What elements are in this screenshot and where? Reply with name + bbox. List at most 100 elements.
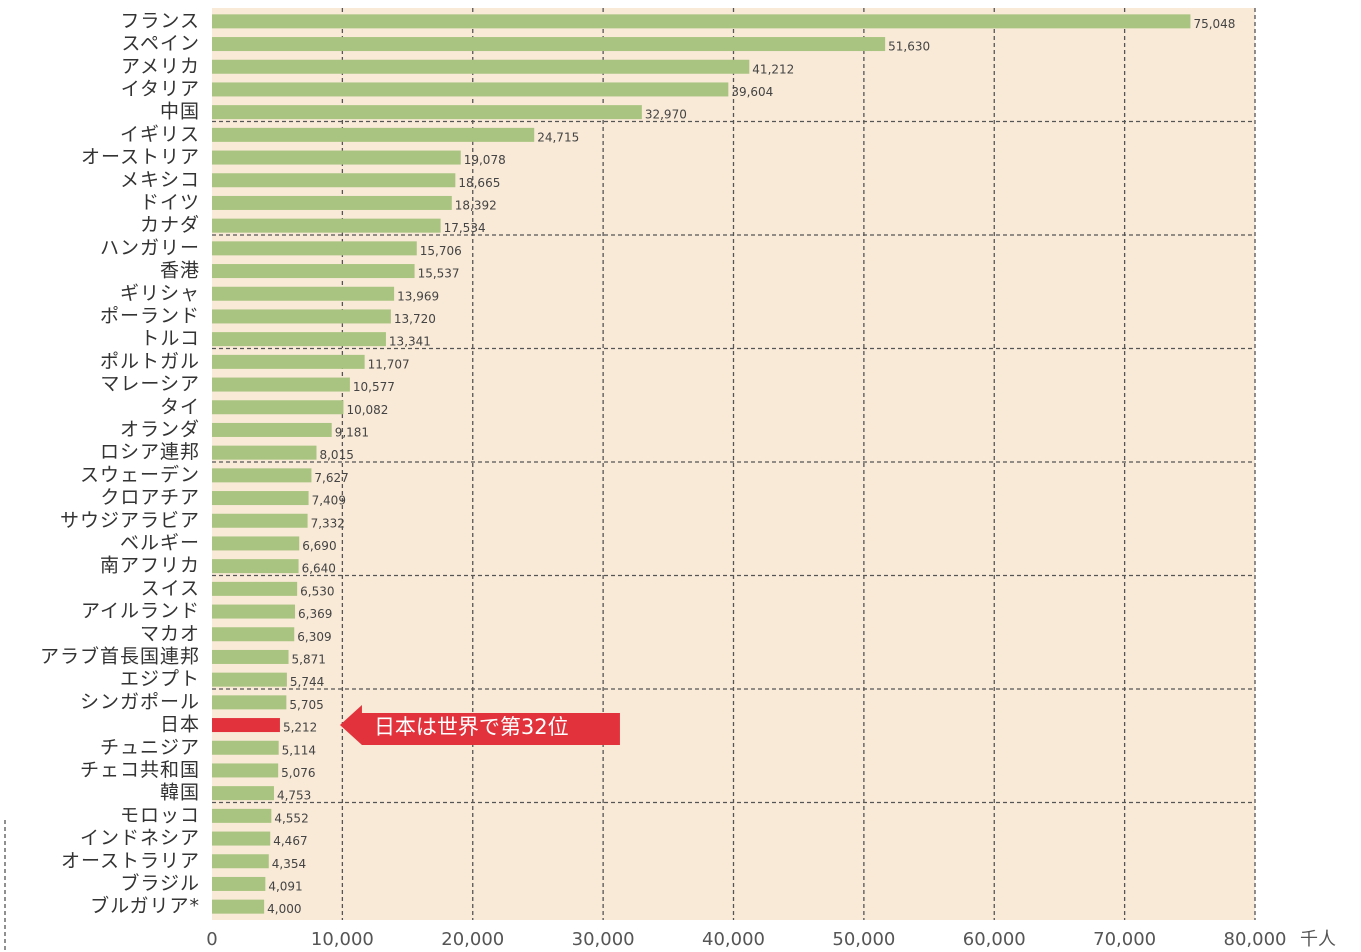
- value-label: 6,640: [302, 562, 336, 576]
- category-label: 韓国: [160, 782, 200, 804]
- bar: [212, 740, 279, 755]
- category-label: カナダ: [140, 214, 200, 236]
- bar: [212, 559, 299, 574]
- value-label: 6,690: [302, 539, 336, 553]
- category-label: 香港: [160, 260, 200, 282]
- bar: [212, 581, 298, 596]
- category-label: マカオ: [140, 623, 200, 645]
- value-label: 4,091: [268, 879, 302, 893]
- value-label: 4,753: [277, 789, 311, 803]
- bar: [212, 536, 300, 551]
- bar: [212, 105, 642, 120]
- bar: [212, 241, 417, 256]
- category-label: クロアチア: [100, 487, 200, 509]
- value-label: 15,706: [420, 244, 462, 258]
- value-label: 18,392: [455, 198, 497, 212]
- value-label: 51,630: [888, 40, 930, 54]
- x-tick-label: 70,000: [1093, 929, 1156, 950]
- value-label: 6,309: [297, 630, 331, 644]
- bar: [212, 127, 535, 142]
- value-label: 41,212: [752, 62, 794, 76]
- category-label: ポルトガル: [100, 350, 200, 372]
- bar: [212, 422, 332, 437]
- x-tick-label: 80,000: [1224, 929, 1287, 950]
- value-label: 13,341: [389, 335, 431, 349]
- value-label: 18,665: [458, 176, 500, 190]
- x-tick-label: 10,000: [311, 929, 374, 950]
- category-label: ブラジル: [120, 871, 200, 894]
- category-label: チェコ共和国: [80, 759, 200, 781]
- bar: [212, 37, 886, 52]
- category-label: 日本: [160, 714, 200, 736]
- x-tick-label: 50,000: [832, 929, 895, 950]
- category-label: ポーランド: [100, 305, 200, 327]
- bar: [212, 309, 391, 324]
- bar: [212, 604, 296, 619]
- bar: [212, 672, 287, 687]
- category-label: オーストラリア: [61, 850, 200, 872]
- category-label: ロシア連邦: [100, 441, 200, 463]
- value-label: 75,048: [1193, 17, 1235, 31]
- category-label: スペイン: [121, 33, 200, 55]
- value-label: 5,076: [281, 766, 315, 780]
- category-label: トルコ: [140, 328, 200, 350]
- x-tick-label: 30,000: [572, 929, 635, 950]
- bar: [212, 264, 415, 279]
- category-label: サウジアラビア: [60, 509, 200, 531]
- value-label: 6,530: [300, 584, 334, 598]
- bar: [212, 445, 317, 460]
- bar: [212, 513, 308, 528]
- bar: [212, 854, 269, 869]
- category-label: インドネシア: [80, 827, 200, 849]
- bar: [212, 150, 461, 165]
- value-label: 4,000: [267, 902, 301, 916]
- value-label: 5,114: [282, 743, 316, 757]
- x-tick-label: 20,000: [441, 929, 504, 950]
- annotation-arrow: [339, 705, 620, 746]
- value-label: 15,537: [418, 267, 460, 281]
- category-label: スイス: [141, 577, 200, 599]
- value-label: 7,627: [314, 471, 348, 485]
- bar: [212, 786, 274, 801]
- category-label: オーストリア: [81, 146, 200, 168]
- value-label: 11,707: [368, 357, 410, 371]
- value-label: 5,705: [289, 698, 323, 712]
- value-label: 10,577: [353, 380, 395, 394]
- value-label: 4,467: [273, 834, 307, 848]
- value-label: 5,212: [283, 721, 317, 735]
- bar: [212, 377, 350, 392]
- value-label: 7,409: [312, 494, 346, 508]
- category-label: チュニジア: [100, 736, 200, 758]
- category-label: 中国: [160, 101, 200, 123]
- value-label: 7,332: [311, 516, 345, 530]
- category-label: マレーシア: [100, 373, 200, 395]
- value-label: 24,715: [537, 130, 579, 144]
- value-label: 4,354: [272, 857, 306, 871]
- category-label: フランス: [120, 10, 200, 32]
- bar: [212, 899, 265, 914]
- category-label: イタリア: [121, 78, 200, 100]
- bar: [212, 831, 271, 846]
- value-label: 13,720: [394, 312, 436, 326]
- bar: [212, 218, 441, 233]
- category-label: エジプト: [120, 668, 200, 690]
- value-label: 32,970: [645, 108, 687, 122]
- category-label: シンガポール: [80, 691, 200, 713]
- bar: [212, 468, 312, 483]
- value-label: 19,078: [464, 153, 506, 167]
- value-label: 17,534: [444, 221, 486, 235]
- value-label: 10,082: [346, 403, 388, 417]
- bar: [212, 354, 365, 369]
- value-label: 5,744: [290, 675, 324, 689]
- bar: [212, 491, 309, 506]
- value-label: 6,369: [298, 607, 332, 621]
- category-label: アラブ首長国連邦: [40, 644, 200, 667]
- bar: [212, 876, 266, 891]
- bar: [212, 332, 386, 347]
- category-label: スウェーデン: [80, 464, 200, 486]
- bar: [212, 695, 287, 710]
- category-label: タイ: [160, 396, 200, 418]
- value-label: 4,552: [274, 811, 308, 825]
- bar: [212, 400, 344, 415]
